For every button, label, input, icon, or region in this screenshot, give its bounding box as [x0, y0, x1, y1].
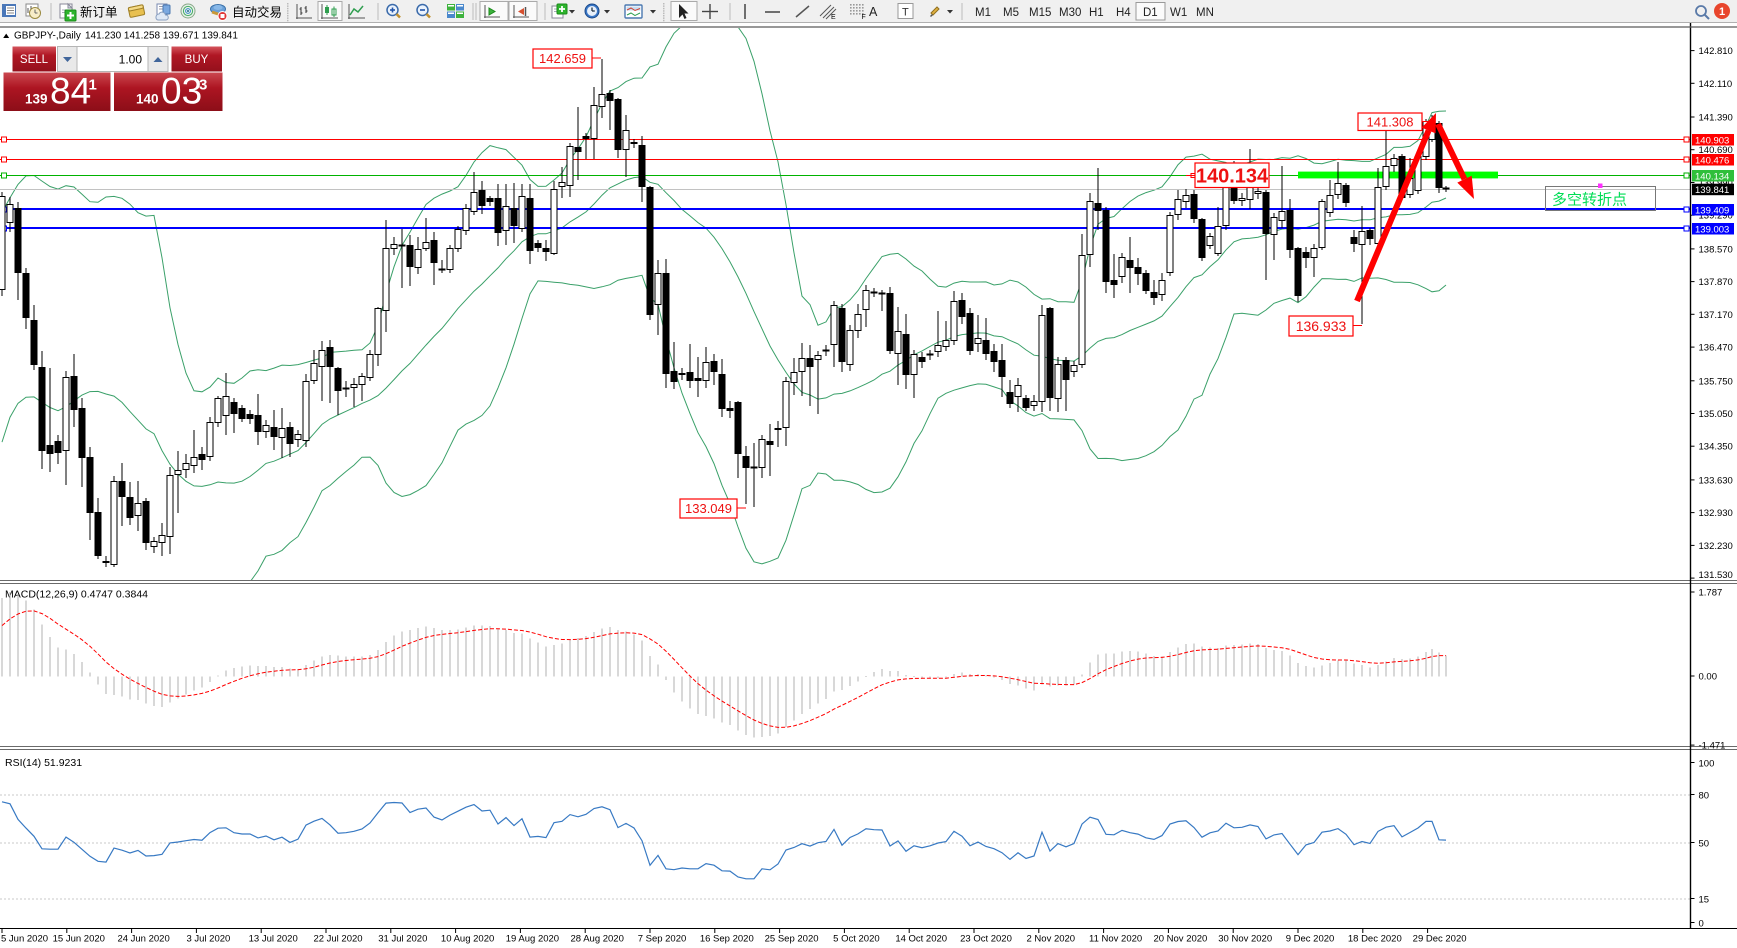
svg-text:T: T	[902, 7, 909, 19]
svg-text:15 Jun 2020: 15 Jun 2020	[53, 934, 105, 945]
svg-text:新订单: 新订单	[80, 5, 118, 20]
svg-text:140.134: 140.134	[1196, 165, 1269, 187]
svg-text:139.990: 139.990	[1699, 178, 1733, 189]
svg-text:141.390: 141.390	[1699, 113, 1733, 124]
svg-text:30 Nov 2020: 30 Nov 2020	[1218, 934, 1272, 945]
svg-text:M1: M1	[975, 7, 991, 19]
svg-text:140.134: 140.134	[1695, 171, 1729, 182]
svg-text:100: 100	[1699, 758, 1715, 769]
svg-text:133.630: 133.630	[1699, 475, 1733, 486]
svg-text:W1: W1	[1170, 7, 1187, 19]
svg-text:0.00: 0.00	[1699, 672, 1718, 683]
svg-text:14 Oct 2020: 14 Oct 2020	[895, 934, 947, 945]
svg-text:MACD(12,26,9) 0.4747 0.3844: MACD(12,26,9) 0.4747 0.3844	[5, 589, 148, 601]
svg-text:5 Oct 2020: 5 Oct 2020	[833, 934, 879, 945]
svg-text:F: F	[862, 14, 866, 21]
svg-text:29 Dec 2020: 29 Dec 2020	[1413, 934, 1467, 945]
svg-text:E: E	[831, 14, 836, 21]
svg-text:H1: H1	[1089, 7, 1104, 19]
svg-text:141.308: 141.308	[1367, 114, 1414, 129]
svg-text:11 Nov 2020: 11 Nov 2020	[1089, 934, 1142, 945]
svg-text:31 Jul 2020: 31 Jul 2020	[378, 934, 427, 945]
svg-text:-1.471: -1.471	[1699, 741, 1726, 752]
svg-text:M30: M30	[1059, 7, 1081, 19]
svg-text:1.00: 1.00	[119, 53, 143, 67]
svg-text:1: 1	[1719, 6, 1725, 18]
svg-text:50: 50	[1699, 838, 1710, 849]
svg-text:131.530: 131.530	[1699, 570, 1733, 581]
svg-text:140: 140	[136, 92, 159, 107]
svg-text:134.350: 134.350	[1699, 442, 1733, 453]
svg-text:139.290: 139.290	[1699, 211, 1733, 222]
svg-text:1.787: 1.787	[1699, 588, 1723, 599]
svg-text:16 Sep 2020: 16 Sep 2020	[700, 934, 754, 945]
svg-text:BUY: BUY	[185, 54, 209, 66]
svg-text:5 Jun 2020: 5 Jun 2020	[1, 934, 48, 945]
svg-text:140.690: 140.690	[1699, 145, 1733, 156]
svg-text:139.003: 139.003	[1695, 224, 1729, 235]
svg-text:7 Sep 2020: 7 Sep 2020	[638, 934, 687, 945]
svg-text:136.933: 136.933	[1296, 318, 1347, 334]
svg-text:133.049: 133.049	[685, 501, 732, 516]
svg-text:139: 139	[25, 92, 48, 107]
svg-text:3: 3	[199, 77, 207, 94]
svg-text:136.470: 136.470	[1699, 343, 1733, 354]
svg-text:18 Dec 2020: 18 Dec 2020	[1348, 934, 1402, 945]
svg-text:25 Sep 2020: 25 Sep 2020	[765, 934, 819, 945]
svg-text:3 Jul 2020: 3 Jul 2020	[186, 934, 230, 945]
svg-text:142.810: 142.810	[1699, 46, 1733, 57]
svg-text:142.110: 142.110	[1699, 79, 1733, 90]
svg-text:28 Aug 2020: 28 Aug 2020	[571, 934, 624, 945]
svg-text:D1: D1	[1143, 7, 1158, 19]
svg-text:140.476: 140.476	[1695, 155, 1729, 166]
svg-text:15: 15	[1699, 894, 1710, 905]
svg-text:137.170: 137.170	[1699, 310, 1733, 321]
svg-text:A: A	[869, 5, 878, 19]
svg-text:139.409: 139.409	[1695, 205, 1729, 216]
svg-text:139.841: 139.841	[1695, 185, 1729, 196]
svg-text:2 Nov 2020: 2 Nov 2020	[1027, 934, 1076, 945]
svg-text:10 Aug 2020: 10 Aug 2020	[441, 934, 494, 945]
svg-text:80: 80	[1699, 790, 1710, 801]
svg-text:22 Jul 2020: 22 Jul 2020	[313, 934, 362, 945]
svg-text:M5: M5	[1003, 7, 1019, 19]
svg-text:132.930: 132.930	[1699, 508, 1733, 519]
svg-text:多空转折点: 多空转折点	[1552, 192, 1627, 209]
svg-text:03: 03	[161, 71, 202, 112]
svg-text:142.659: 142.659	[539, 51, 586, 66]
svg-text:20 Nov 2020: 20 Nov 2020	[1153, 934, 1207, 945]
svg-text:137.870: 137.870	[1699, 277, 1733, 288]
svg-text:132.230: 132.230	[1699, 541, 1733, 552]
svg-text:M15: M15	[1029, 7, 1051, 19]
svg-text:135.050: 135.050	[1699, 409, 1733, 420]
svg-text:140.903: 140.903	[1695, 135, 1729, 146]
svg-text:自动交易: 自动交易	[232, 5, 282, 20]
svg-text:9 Dec 2020: 9 Dec 2020	[1286, 934, 1335, 945]
svg-text:84: 84	[50, 71, 91, 112]
svg-text:1: 1	[89, 77, 97, 94]
svg-text:MN: MN	[1196, 7, 1214, 19]
svg-text:19 Aug 2020: 19 Aug 2020	[506, 934, 559, 945]
svg-text:RSI(14) 51.9231: RSI(14) 51.9231	[5, 757, 82, 769]
svg-text:0: 0	[1699, 918, 1704, 929]
svg-text:135.750: 135.750	[1699, 376, 1733, 387]
svg-text:GBPJPY-,Daily: GBPJPY-,Daily	[14, 31, 81, 42]
svg-text:SELL: SELL	[20, 54, 49, 66]
svg-text:24 Jun 2020: 24 Jun 2020	[117, 934, 169, 945]
svg-text:H4: H4	[1116, 7, 1131, 19]
svg-text:23 Oct 2020: 23 Oct 2020	[960, 934, 1012, 945]
svg-text:13 Jul 2020: 13 Jul 2020	[249, 934, 298, 945]
svg-text:138.570: 138.570	[1699, 244, 1733, 255]
svg-text:141.230 141.258 139.671 139.84: 141.230 141.258 139.671 139.841	[85, 31, 238, 42]
